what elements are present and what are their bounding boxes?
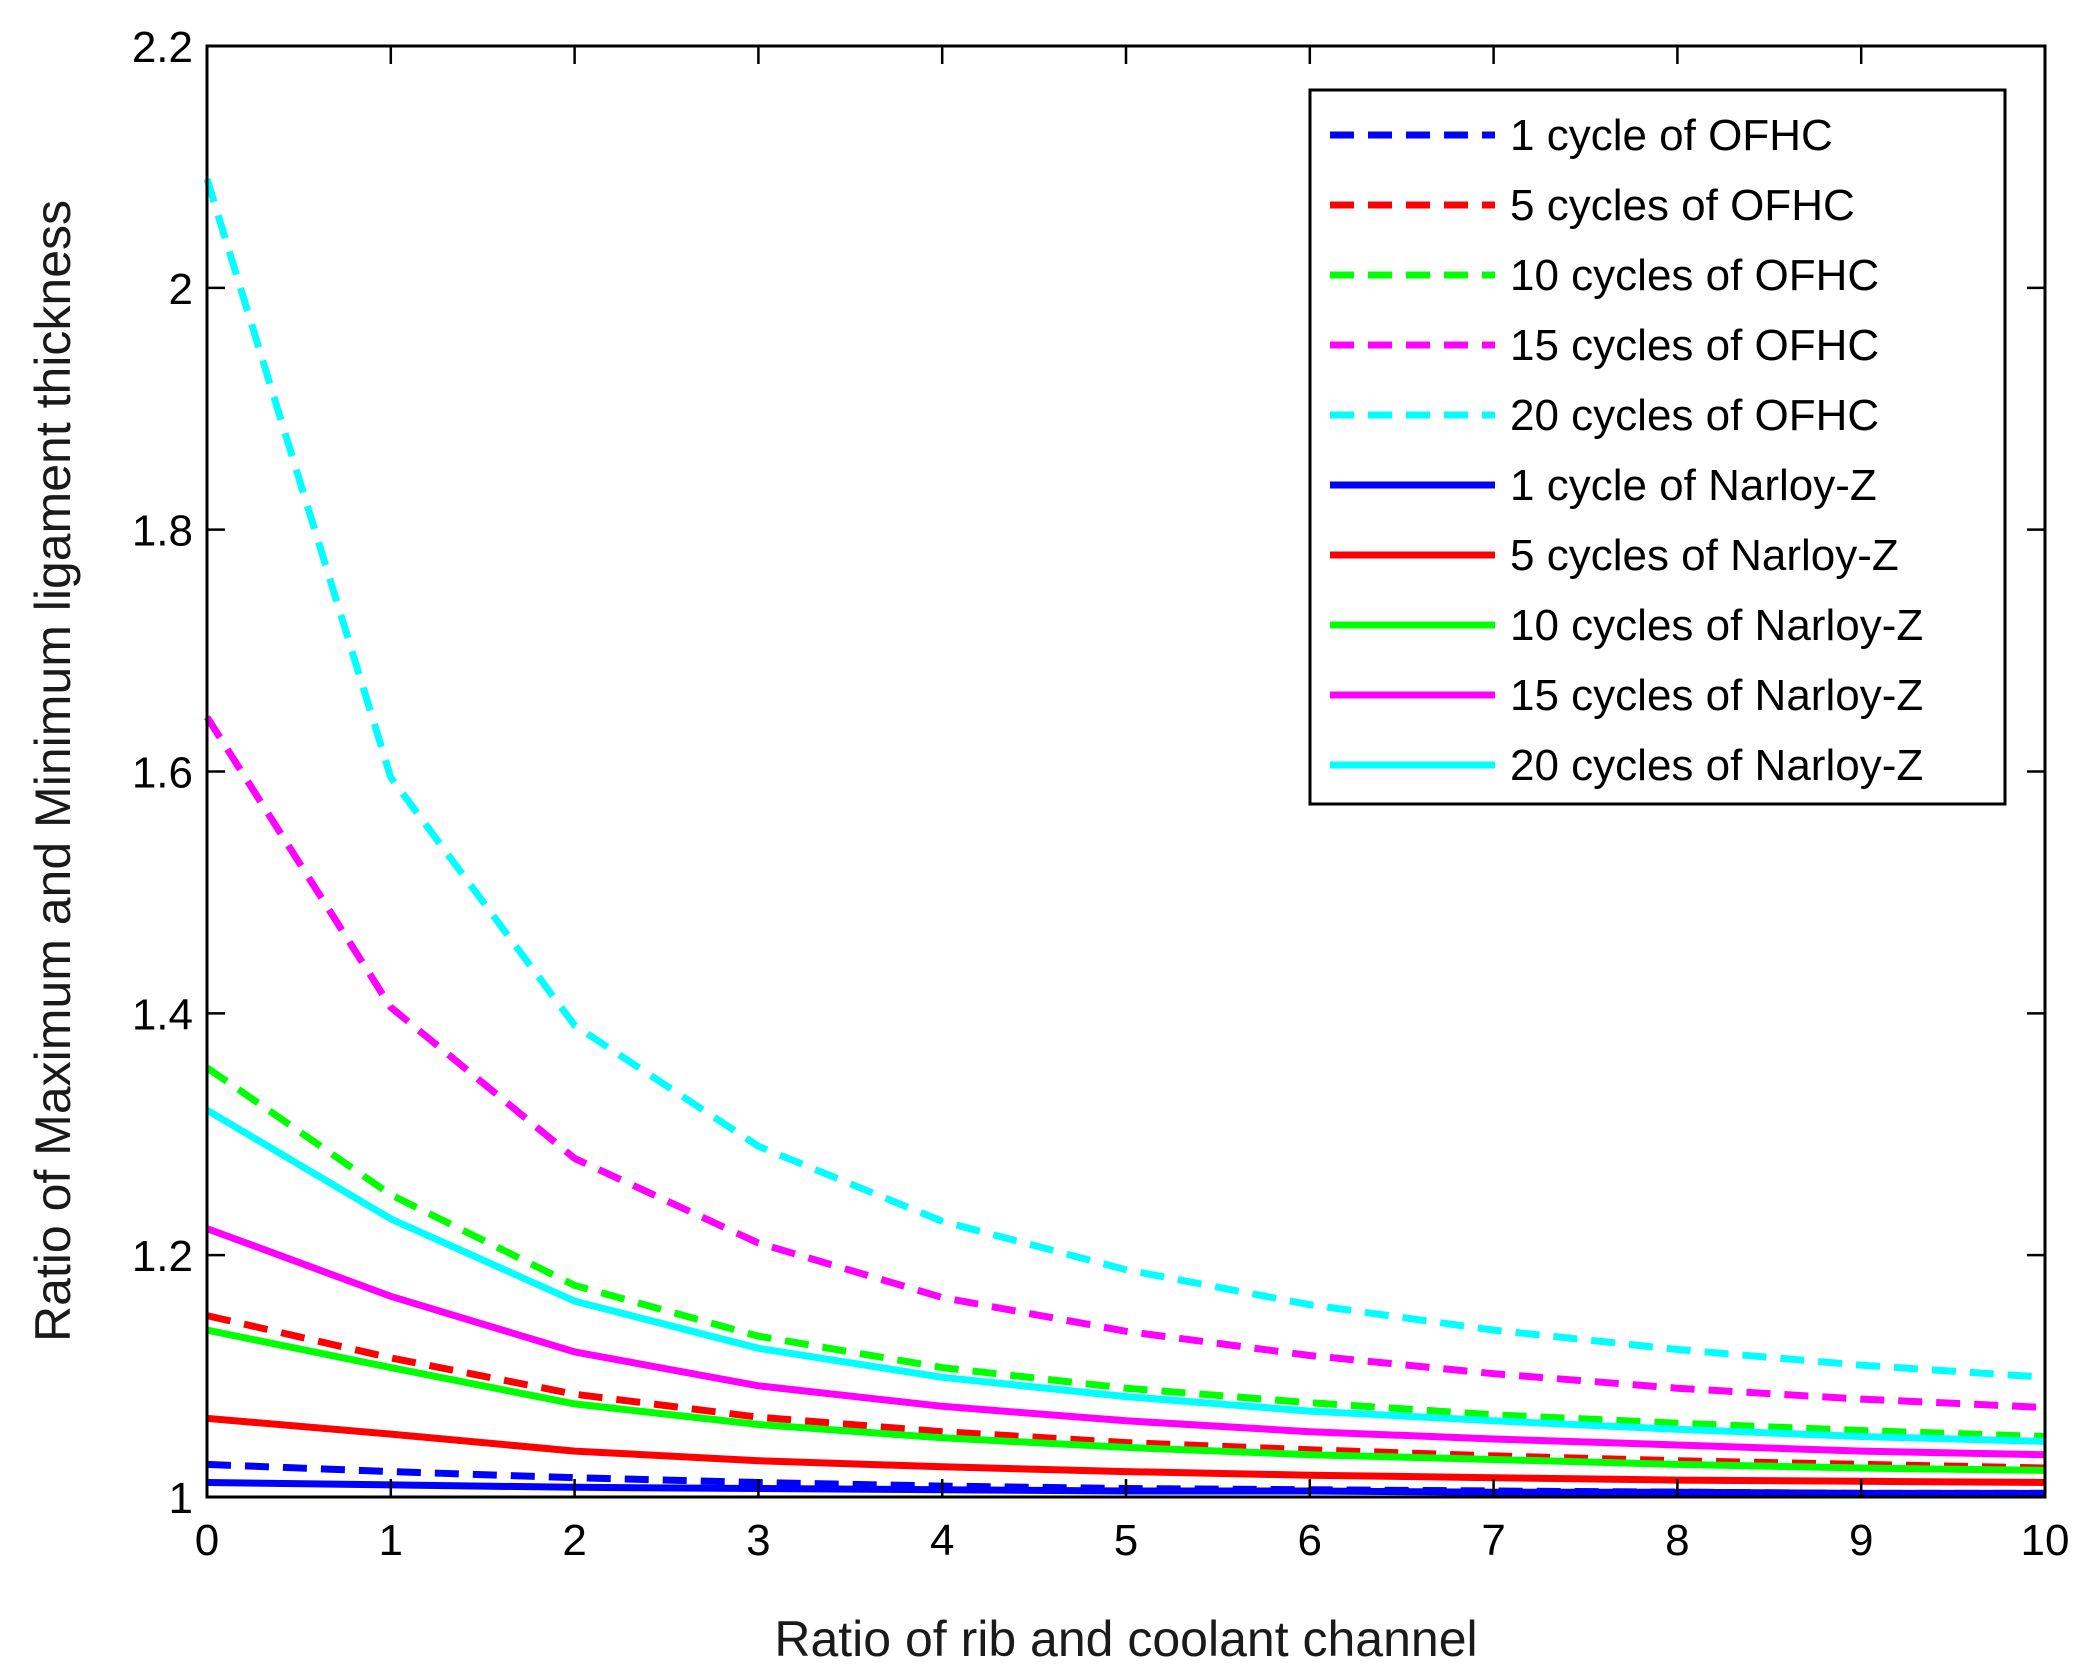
legend-label-1-cycle-of-narloy-z: 1 cycle of Narloy-Z xyxy=(1510,461,1877,510)
x-tick-label: 3 xyxy=(746,1516,770,1565)
series-line-10-cycles-of-narloy-z xyxy=(206,1326,2046,1474)
series-line-20-cycles-of-ofhc xyxy=(203,177,2046,1381)
y-tick-label: 1 xyxy=(169,1474,193,1523)
x-tick-label: 5 xyxy=(1114,1516,1138,1565)
legend-box xyxy=(1308,88,2007,806)
legend-label-10-cycles-of-narloy-z: 10 cycles of Narloy-Z xyxy=(1510,601,1923,650)
series-line-5-cycles-of-ofhc xyxy=(206,1312,2046,1472)
legend-label-20-cycles-of-ofhc: 20 cycles of OFHC xyxy=(1510,391,1879,440)
x-tick-label: 0 xyxy=(195,1516,219,1565)
x-tick-label: 10 xyxy=(2021,1516,2070,1565)
x-tick-label: 7 xyxy=(1481,1516,1505,1565)
x-tick-label: 1 xyxy=(379,1516,403,1565)
legend-label-5-cycles-of-narloy-z: 5 cycles of Narloy-Z xyxy=(1510,531,1899,580)
series-line-5-cycles-of-narloy-z xyxy=(206,1414,2046,1486)
series-line-15-cycles-of-ofhc xyxy=(204,715,2046,1411)
y-tick-label: 2.2 xyxy=(132,23,193,72)
series-line-10-cycles-of-ofhc xyxy=(205,1064,2046,1440)
x-axis-title: Ratio of rib and coolant channel xyxy=(774,1611,1477,1667)
y-tick-label: 1.8 xyxy=(132,507,193,556)
y-tick-label: 1.6 xyxy=(132,749,193,798)
series-line-20-cycles-of-narloy-z xyxy=(205,1107,2046,1445)
y-tick-label: 1.4 xyxy=(132,990,193,1039)
x-tick-label: 8 xyxy=(1665,1516,1689,1565)
series-line-15-cycles-of-narloy-z xyxy=(205,1225,2046,1459)
series-layer xyxy=(203,177,2046,1497)
legend: 1 cycle of OFHC 5 cycles of OFHC 10 cycles… xyxy=(1308,88,2007,806)
y-axis-title: Ratio of Maximum and Minimum ligament th… xyxy=(25,200,81,1342)
y-tick-label: 2 xyxy=(169,265,193,314)
legend-label-10-cycles-of-ofhc: 10 cycles of OFHC xyxy=(1510,251,1879,300)
legend-label-5-cycles-of-ofhc: 5 cycles of OFHC xyxy=(1510,181,1855,230)
legend-label-15-cycles-of-ofhc: 15 cycles of OFHC xyxy=(1510,321,1879,370)
x-tick-label: 6 xyxy=(1298,1516,1322,1565)
legend-label-15-cycles-of-narloy-z: 15 cycles of Narloy-Z xyxy=(1510,671,1923,720)
legend-label-1-cycle-of-ofhc: 1 cycle of OFHC xyxy=(1510,111,1833,160)
x-tick-label: 4 xyxy=(930,1516,954,1565)
y-tick-label: 1.2 xyxy=(132,1232,193,1281)
legend-label-20-cycles-of-narloy-z: 20 cycles of Narloy-Z xyxy=(1510,741,1923,790)
x-tick-label: 2 xyxy=(562,1516,586,1565)
x-tick-label: 9 xyxy=(1849,1516,1873,1565)
